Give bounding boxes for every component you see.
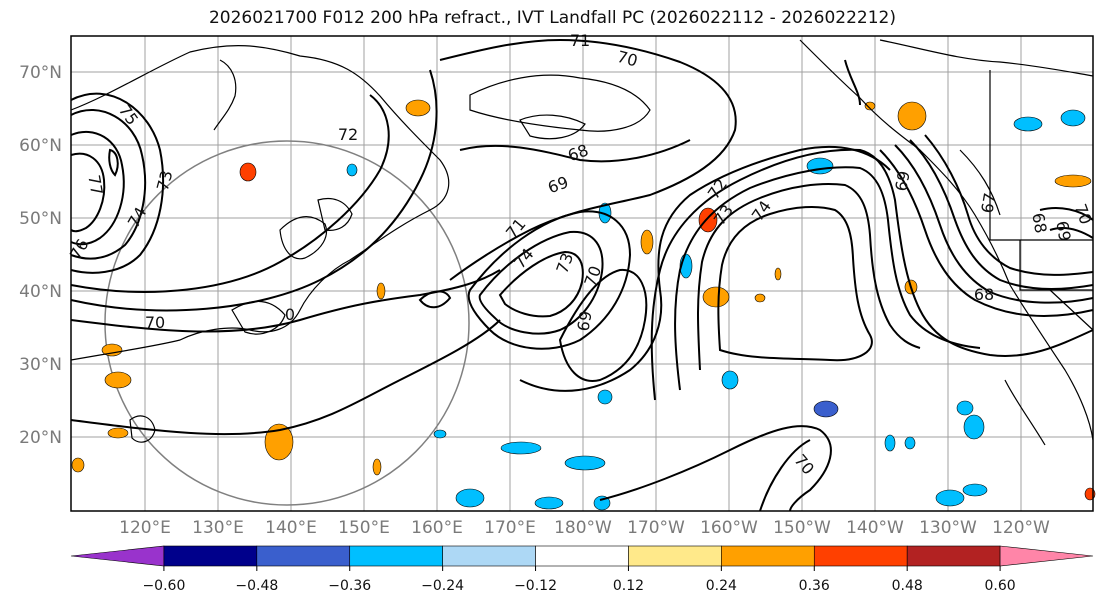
colorbar-segment	[813, 545, 908, 567]
colorbar-segment	[628, 545, 722, 567]
range-circle	[104, 140, 470, 506]
contour-label: 69	[573, 309, 595, 332]
contour-label: 73	[153, 168, 177, 193]
lon-label-150e: 150°E	[338, 518, 390, 538]
contour-label: 69	[1052, 219, 1074, 242]
lat-label-70n: 70°N	[19, 63, 62, 83]
colorbar-tick-label: −0.60	[142, 578, 185, 594]
colorbar-tick-label: −0.12	[514, 578, 557, 594]
colorbar-tick-label: 0.60	[985, 578, 1016, 594]
lon-label-140w: 140°W	[846, 518, 904, 538]
figure-title: 2026021700 F012 200 hPa refract., IVT La…	[208, 8, 896, 28]
contour-label: 67	[977, 191, 999, 214]
contour-label: 72	[338, 125, 358, 144]
contour-label: 68	[1028, 211, 1050, 234]
colorbar-segment	[999, 545, 1094, 567]
lon-label-170e: 170°E	[484, 518, 536, 538]
lat-label-20n: 20°N	[19, 428, 62, 448]
colorbar-tick-label: 0.24	[706, 578, 737, 594]
colorbar: −0.60 −0.48 −0.36 −0.24 −0.12 0.12 0.24 0.36 0.4…	[70, 545, 1094, 594]
colorbar-segment	[442, 545, 536, 567]
colorbar-tick-label: 0.36	[799, 578, 830, 594]
lon-label-150w: 150°W	[773, 518, 831, 538]
colorbar-segment	[256, 545, 351, 567]
lon-label-160w: 160°W	[700, 518, 758, 538]
lon-label-140e: 140°E	[265, 518, 317, 538]
colorbar-tick-label: −0.36	[328, 578, 371, 594]
coastlines	[70, 39, 1094, 446]
colorbar-tick-label: −0.48	[235, 578, 278, 594]
lon-label-130w: 130°W	[919, 518, 977, 538]
contour-label: 77	[84, 173, 106, 196]
lon-label-160e: 160°E	[411, 518, 463, 538]
longitude-labels: 120°E 130°E 140°E 150°E 160°E 170°E 180°…	[119, 518, 1050, 538]
map-panel: 71 70 75 77 73 76 74 72 68 69 74 73 70 6…	[19, 31, 1096, 538]
graticule	[71, 36, 1093, 511]
contour-label: 71	[570, 31, 590, 50]
lat-label-50n: 50°N	[19, 209, 62, 229]
colorbar-tick-label: 0.48	[892, 578, 923, 594]
refractivity-contours	[70, 38, 1094, 512]
colorbar-segment	[721, 545, 815, 567]
colorbar-tick-label: 0.12	[613, 578, 644, 594]
colorbar-segments	[70, 545, 1094, 567]
colorbar-segment	[70, 545, 165, 567]
lon-label-180w: 180°W	[554, 518, 612, 538]
colorbar-ticks: −0.60 −0.48 −0.36 −0.24 −0.12 0.12 0.24 0.36 0.4…	[142, 566, 1016, 594]
shaded-anomalies	[71, 99, 1096, 511]
lat-label-60n: 60°N	[19, 136, 62, 156]
latitude-labels: 70°N 60°N 50°N 40°N 30°N 20°N	[19, 63, 62, 448]
lon-label-120e: 120°E	[119, 518, 171, 538]
colorbar-segment	[349, 545, 443, 567]
map-border	[70, 35, 1094, 512]
lat-label-40n: 40°N	[19, 282, 62, 302]
colorbar-segment	[906, 545, 1001, 567]
contour-label: 70	[145, 313, 165, 332]
colorbar-segment	[163, 545, 258, 567]
lon-label-120w: 120°W	[992, 518, 1050, 538]
colorbar-segment	[535, 545, 629, 567]
lon-label-170w: 170°W	[627, 518, 685, 538]
lat-label-30n: 30°N	[19, 355, 62, 375]
contour-label: 69	[891, 169, 913, 192]
contour-label: 68	[974, 285, 994, 304]
contour-label: 70	[615, 47, 640, 71]
lon-label-130e: 130°E	[192, 518, 244, 538]
contour-label: 0	[285, 305, 295, 324]
colorbar-tick-label: −0.24	[421, 578, 464, 594]
